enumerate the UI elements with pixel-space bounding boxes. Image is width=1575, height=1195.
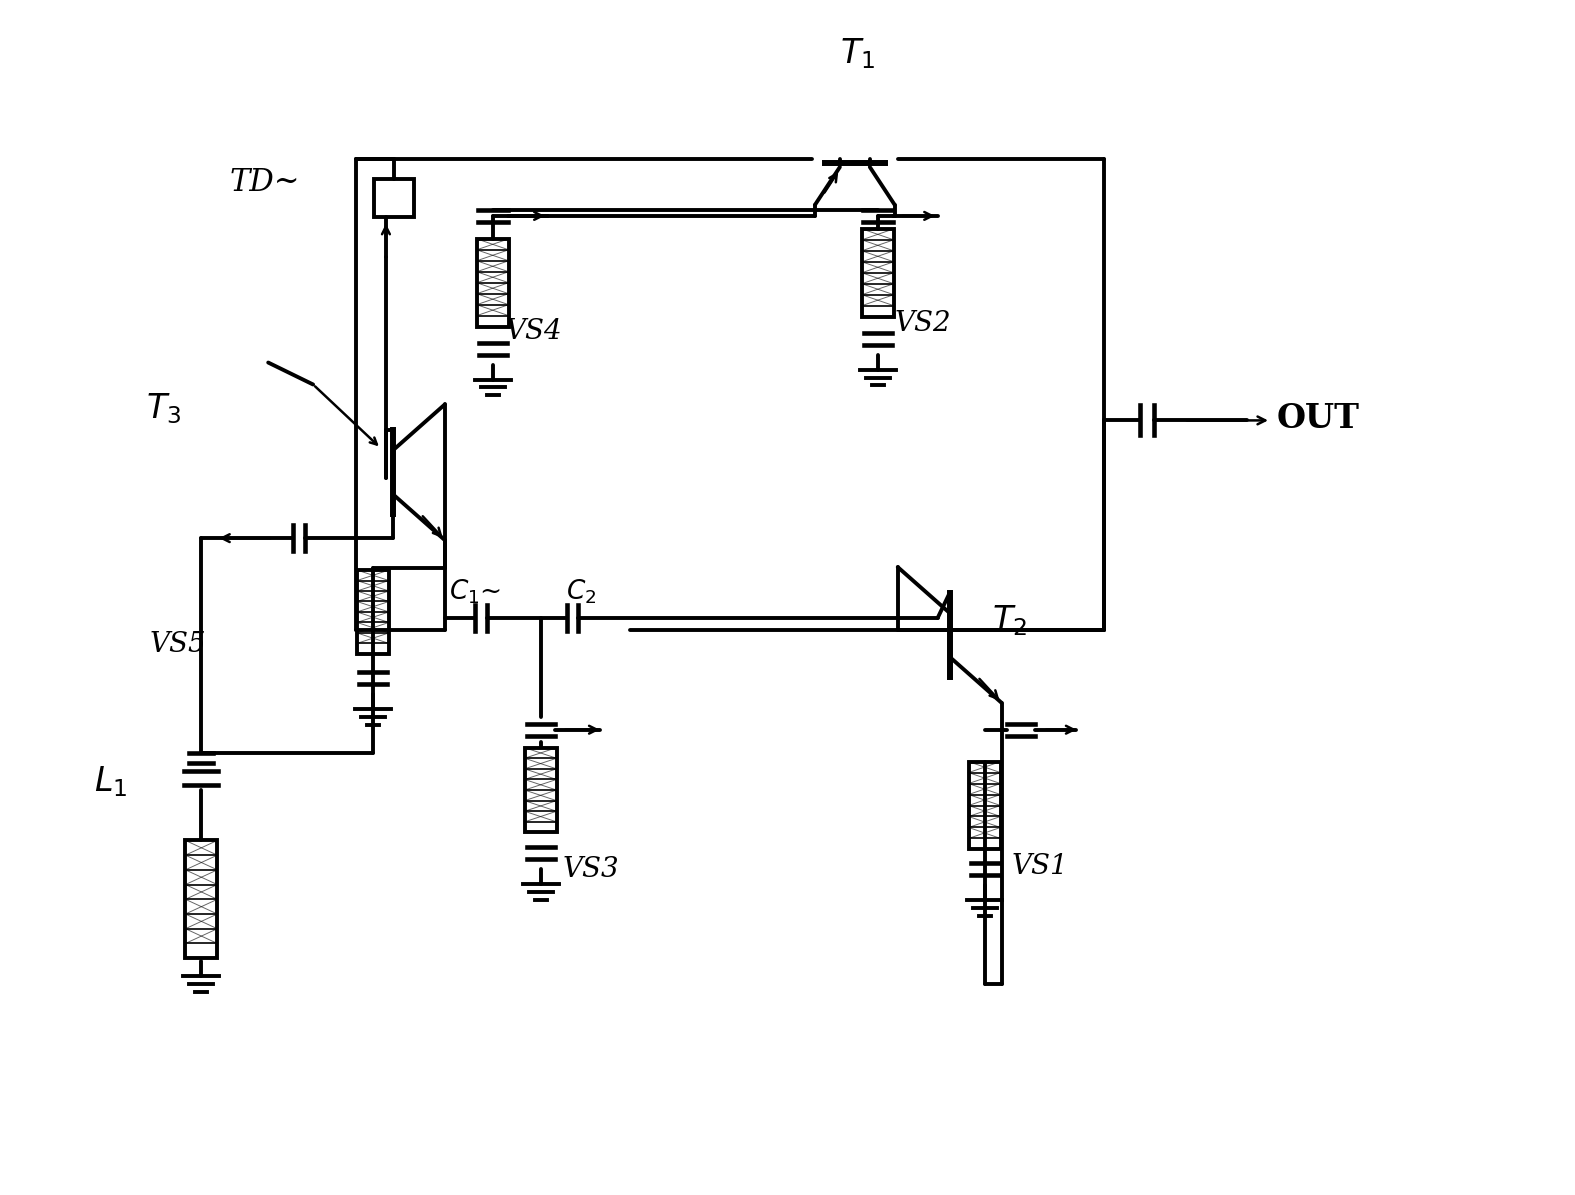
- Bar: [477, 239, 509, 326]
- Bar: [358, 570, 389, 654]
- Text: OUT: OUT: [1277, 402, 1359, 435]
- Text: VS5: VS5: [150, 631, 206, 658]
- Text: VS4: VS4: [506, 318, 562, 344]
- Text: $C_1$~: $C_1$~: [449, 578, 501, 607]
- Bar: [524, 748, 556, 833]
- Text: $C_2$: $C_2$: [565, 578, 595, 607]
- Bar: [373, 179, 414, 216]
- Text: VS2: VS2: [895, 310, 951, 337]
- Text: VS3: VS3: [562, 857, 619, 883]
- Text: VS1: VS1: [1011, 853, 1068, 881]
- Bar: [969, 761, 1000, 850]
- Text: $T_1$: $T_1$: [839, 36, 876, 71]
- Text: $T_2$: $T_2$: [992, 603, 1027, 638]
- Bar: [186, 840, 217, 958]
- Text: $T_3$: $T_3$: [146, 392, 181, 427]
- Bar: [862, 229, 893, 317]
- Text: $L_1$: $L_1$: [93, 765, 128, 799]
- Text: TD~: TD~: [230, 167, 299, 198]
